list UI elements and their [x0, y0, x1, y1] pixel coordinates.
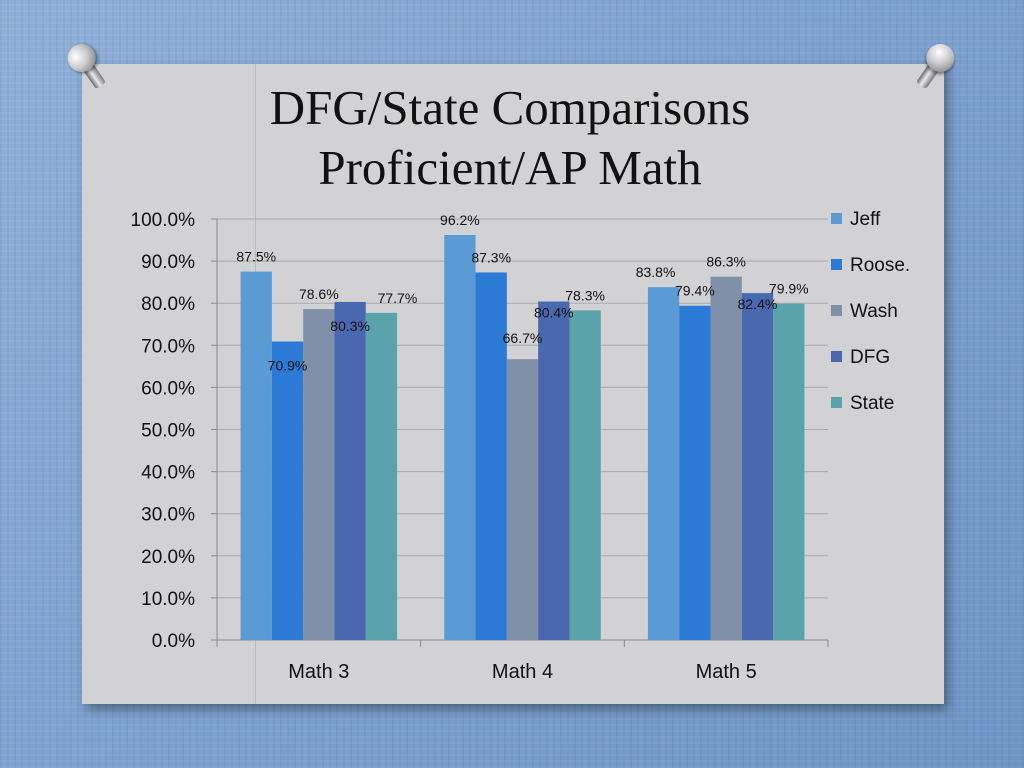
- bar-state: [773, 303, 805, 640]
- y-tick-label: 80.0%: [141, 294, 195, 315]
- bar-wash: [303, 309, 335, 640]
- y-tick-label: 40.0%: [141, 463, 195, 484]
- bar-wash: [506, 359, 539, 640]
- title-line-1: DFG/State Comparisons: [269, 80, 751, 135]
- bar-state: [365, 312, 398, 640]
- y-tick-label: 90.0%: [141, 252, 195, 273]
- bar-wash: [710, 276, 742, 640]
- data-label: 79.9%: [769, 281, 809, 297]
- y-tick-label: 100.0%: [131, 210, 196, 231]
- y-tick-label: 10.0%: [141, 589, 195, 610]
- bar-dfg: [538, 301, 570, 640]
- legend-swatch: [831, 351, 842, 362]
- legend-swatch: [831, 259, 842, 270]
- bar-roose: [475, 272, 507, 640]
- data-label: 87.5%: [236, 249, 276, 265]
- y-tick-label: 60.0%: [141, 378, 195, 399]
- bar-jeff: [240, 271, 272, 640]
- data-label: 96.2%: [440, 212, 480, 228]
- legend-label: Roose.: [850, 255, 910, 276]
- data-label: 79.4%: [675, 283, 715, 299]
- data-label: 77.7%: [378, 290, 418, 306]
- y-tick-label: 0.0%: [152, 631, 195, 652]
- y-tick-label: 20.0%: [141, 547, 195, 568]
- x-tick-label: Math 4: [492, 661, 553, 683]
- slide-title: DFG/State Comparisons Proficient/AP Math: [160, 78, 860, 198]
- data-label: 86.3%: [706, 254, 746, 270]
- y-tick-label: 30.0%: [141, 505, 195, 526]
- data-label: 83.8%: [636, 264, 676, 280]
- legend-swatch: [831, 305, 842, 316]
- legend-label: State: [850, 393, 894, 414]
- legend-label: DFG: [850, 347, 890, 368]
- legend-label: Jeff: [850, 209, 881, 230]
- y-tick-label: 70.0%: [141, 336, 195, 357]
- bar-roose: [271, 341, 304, 640]
- legend-swatch: [831, 213, 842, 224]
- x-tick-label: Math 5: [696, 661, 757, 683]
- y-tick-label: 50.0%: [141, 421, 195, 442]
- data-label: 80.3%: [330, 318, 370, 334]
- bar-state: [569, 310, 601, 640]
- data-label: 70.9%: [268, 358, 308, 374]
- title-line-2: Proficient/AP Math: [318, 140, 702, 195]
- bar-dfg: [741, 293, 774, 640]
- legend-swatch: [831, 397, 842, 408]
- bar-jeff: [444, 234, 476, 641]
- data-label: 78.6%: [299, 286, 339, 302]
- bar-dfg: [334, 301, 366, 640]
- data-label: 82.4%: [738, 296, 778, 312]
- data-label: 87.3%: [471, 249, 511, 265]
- legend-label: Wash: [850, 301, 898, 322]
- data-label: 78.3%: [565, 287, 605, 303]
- data-label: 80.4%: [534, 305, 574, 321]
- bar-roose: [679, 305, 711, 640]
- data-label: 66.7%: [503, 330, 543, 346]
- bar-jeff: [647, 287, 680, 640]
- x-tick-label: Math 3: [288, 661, 349, 683]
